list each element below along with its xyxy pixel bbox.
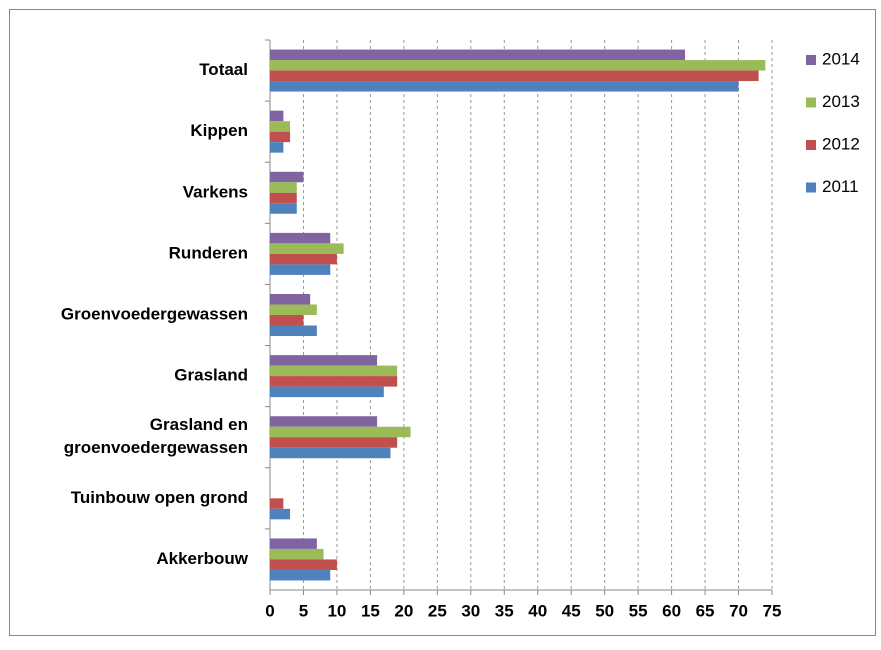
x-tick-label: 50: [595, 601, 614, 620]
x-tick-label: 35: [495, 601, 514, 620]
x-tick-label: 75: [763, 601, 782, 620]
bar: [270, 355, 378, 366]
label-line: groenvoedergewassen: [64, 439, 248, 458]
x-tick-label: 15: [361, 601, 380, 620]
bar: [270, 325, 317, 336]
bar: [270, 365, 398, 377]
bar: [270, 498, 284, 509]
bar: [270, 182, 297, 193]
legend-swatch: [806, 182, 816, 193]
x-tick-label: 60: [662, 601, 681, 620]
bar: [270, 447, 391, 459]
legend-label: 2014: [822, 49, 860, 68]
y-tick-label: Grasland: [174, 366, 248, 385]
legend-label: 2013: [822, 92, 860, 111]
x-tick-label: 65: [696, 601, 715, 620]
x-tick-label: 70: [729, 601, 748, 620]
x-tick-label: 40: [528, 601, 547, 620]
legend-swatch: [806, 140, 816, 150]
legend-swatch: [806, 97, 816, 108]
bar: [270, 232, 331, 244]
bar: [270, 508, 291, 520]
bar: [270, 142, 284, 153]
legend-swatch: [806, 55, 816, 65]
bar: [270, 426, 411, 438]
x-tick-label: 10: [327, 601, 346, 620]
label-line: Grasland en: [150, 416, 248, 435]
bar: [270, 171, 304, 183]
y-tick-label: Akkerbouw: [156, 549, 248, 568]
bar: [270, 203, 297, 214]
bar: [270, 264, 331, 275]
bar: [270, 315, 304, 326]
bar: [270, 416, 378, 427]
x-tick-label: 5: [299, 601, 308, 620]
chart-border: [9, 9, 876, 636]
bar: [270, 60, 766, 71]
bar: [270, 386, 384, 398]
bar: [270, 49, 685, 61]
bar: [270, 81, 739, 92]
bar: [270, 437, 398, 448]
bar: [270, 559, 337, 570]
x-tick-label: 0: [265, 601, 274, 620]
y-tick-label: Varkens: [183, 182, 248, 201]
bar: [270, 538, 317, 549]
legend-label: 2012: [822, 134, 860, 153]
bar: [270, 131, 291, 143]
bar: [270, 70, 759, 82]
y-tick-label: Kippen: [190, 121, 248, 140]
bar: [270, 304, 317, 315]
bar: [270, 121, 291, 132]
x-tick-label: 45: [562, 601, 581, 620]
bar: [270, 376, 398, 387]
y-tick-label: Totaal: [199, 60, 248, 79]
legend-label: 2011: [822, 177, 859, 196]
bar: [270, 294, 311, 305]
bar: [270, 243, 344, 254]
x-tick-label: 20: [394, 601, 413, 620]
x-tick-label: 55: [629, 601, 648, 620]
bar: [270, 569, 331, 581]
bar: [270, 548, 324, 560]
x-tick-label: 30: [461, 601, 480, 620]
bar: [270, 110, 284, 122]
y-tick-label: Grasland en groenvoedergewassen: [64, 416, 248, 458]
y-tick-label: Runderen: [169, 243, 248, 262]
y-tick-label: Tuinbouw open grond: [71, 488, 248, 507]
bar: [270, 192, 297, 204]
y-tick-label: Groenvoedergewassen: [61, 304, 248, 323]
bar: [270, 253, 337, 265]
x-tick-label: 25: [428, 601, 447, 620]
